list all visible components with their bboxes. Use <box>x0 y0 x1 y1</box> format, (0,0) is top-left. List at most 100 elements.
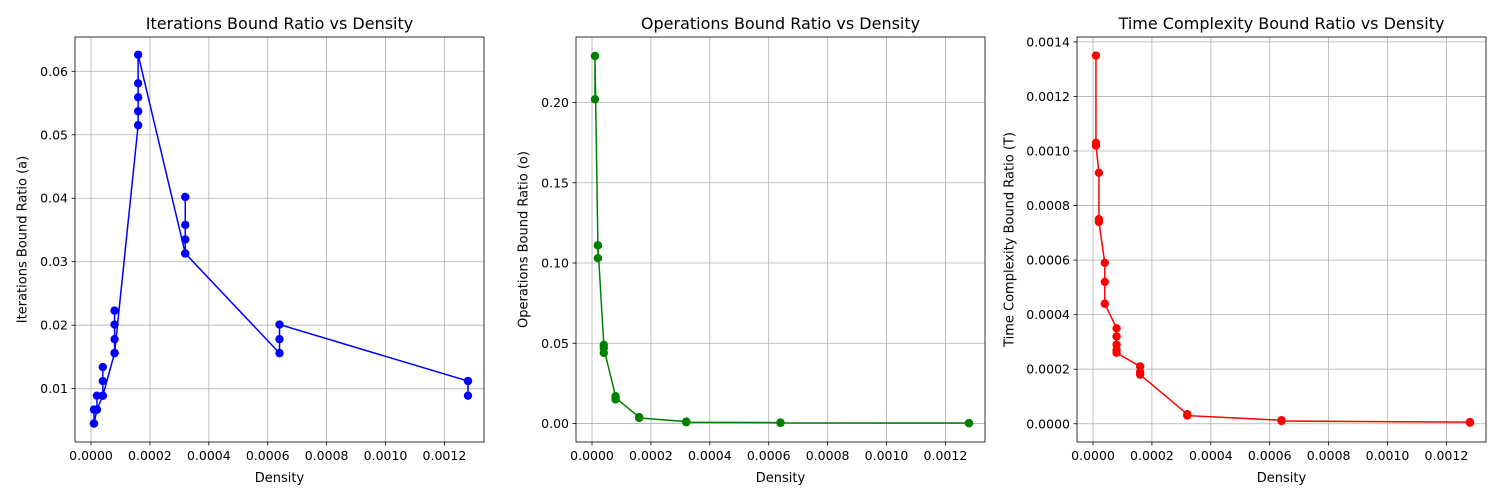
operations-y-tick-label: 0.00 <box>541 416 569 431</box>
operations-y-tick-label: 0.05 <box>541 336 569 351</box>
time-complexity-data-point <box>1183 411 1192 420</box>
time-complexity-data-point <box>1112 348 1121 358</box>
operations-x-axis-label: Density <box>756 471 806 486</box>
time-complexity-x-tick-label: 0.0008 <box>1307 448 1351 463</box>
time-complexity-data-point <box>1100 258 1110 268</box>
operations-data-point <box>634 413 644 423</box>
iterations-y-tick-label: 0.02 <box>40 318 68 333</box>
time-complexity-data-point <box>1091 141 1101 150</box>
iterations-data-point <box>98 376 108 386</box>
operations-y-axis-label: Operations Bound Ratio (o) <box>517 151 532 328</box>
iterations-data-point <box>92 405 102 414</box>
time-complexity-y-tick-label: 0.0004 <box>1026 307 1070 322</box>
time-complexity-data-point <box>1112 324 1121 333</box>
iterations-data-point <box>181 192 190 202</box>
operations-chart: 0.0000 0.0002 0.0004 0.0006 0.0008 0.0010 0.00… <box>517 14 986 486</box>
iterations-data-point <box>181 249 190 258</box>
iterations-data-point <box>110 334 119 344</box>
operations-data-point <box>599 343 608 353</box>
time-complexity-y-tick-label: 0.0008 <box>1026 198 1070 213</box>
time-complexity-data-point <box>1465 418 1475 427</box>
time-complexity-chart: 0.0000 0.0002 0.0004 0.0006 0.0008 0.0010 0.00… <box>1002 14 1487 486</box>
time-complexity-x-tick-label: 0.0004 <box>1189 448 1233 463</box>
iterations-x-tick-label: 0.0006 <box>246 448 290 463</box>
operations-x-tick-label: 0.0010 <box>865 448 909 463</box>
iterations-x-tick-label: 0.0000 <box>69 448 113 463</box>
time-complexity-y-tick-label: 0.0006 <box>1026 253 1070 268</box>
time-complexity-x-tick-label: 0.0010 <box>1366 448 1410 463</box>
time-complexity-axes-frame <box>1076 36 1487 443</box>
time-complexity-data-point <box>1094 217 1104 227</box>
time-complexity-y-tick-label: 0.0010 <box>1026 144 1070 159</box>
iterations-x-tick-label: 0.0008 <box>305 448 349 463</box>
time-complexity-y-tick-label: 0.0000 <box>1026 416 1070 431</box>
iterations-data-point <box>133 107 143 116</box>
operations-x-tick-label: 0.0002 <box>629 448 673 463</box>
iterations-axes-frame <box>74 36 485 443</box>
operations-y-tick-label: 0.20 <box>541 95 569 110</box>
iterations-data-point <box>275 348 284 358</box>
iterations-data-point <box>110 306 119 315</box>
iterations-x-tick-label: 0.0010 <box>364 448 408 463</box>
time-complexity-data-point <box>1094 168 1104 178</box>
time-complexity-y-axis-label: Time Complexity Bound Ratio (T) <box>1002 132 1017 348</box>
iterations-x-tick-label: 0.0004 <box>187 448 231 463</box>
iterations-x-tick-label: 0.0002 <box>128 448 172 463</box>
iterations-data-point <box>98 362 108 372</box>
iterations-data-point <box>275 320 284 329</box>
time-complexity-x-tick-label: 0.0006 <box>1248 448 1292 463</box>
operations-x-tick-label: 0.0008 <box>806 448 850 463</box>
time-complexity-data-point <box>1135 370 1145 379</box>
iterations-data-point <box>110 320 119 329</box>
iterations-data-point <box>181 220 190 230</box>
iterations-data-point <box>275 334 284 344</box>
time-complexity-x-tick-label: 0.0000 <box>1071 448 1115 463</box>
time-complexity-data-point <box>1100 277 1110 287</box>
time-complexity-y-tick-label: 0.0002 <box>1026 362 1070 377</box>
iterations-data-point <box>89 419 99 428</box>
iterations-x-tick-label: 0.0012 <box>423 448 467 463</box>
iterations-chart: 0.0000 0.0002 0.0004 0.0006 0.0008 0.0010 0.00… <box>16 14 485 486</box>
iterations-data-point <box>133 121 143 130</box>
time-complexity-x-tick-label: 0.0002 <box>1130 448 1174 463</box>
iterations-y-tick-label: 0.03 <box>40 254 68 269</box>
time-complexity-data-point <box>1112 332 1121 341</box>
operations-data-point <box>590 95 600 104</box>
iterations-data-point <box>463 376 473 386</box>
operations-data-point <box>611 393 620 403</box>
operations-data-point <box>590 51 600 61</box>
time-complexity-chart-title: Time Complexity Bound Ratio vs Density <box>1118 14 1445 33</box>
operations-x-tick-label: 0.0012 <box>924 448 968 463</box>
time-complexity-data-point <box>1091 51 1101 60</box>
operations-x-tick-label: 0.0000 <box>570 448 614 463</box>
time-complexity-x-axis-label: Density <box>1257 471 1307 486</box>
operations-data-point <box>776 418 785 428</box>
iterations-y-tick-label: 0.05 <box>40 127 68 142</box>
time-complexity-y-tick-label: 0.0014 <box>1026 34 1070 49</box>
operations-x-tick-label: 0.0006 <box>747 448 791 463</box>
operations-axes-frame <box>575 36 986 443</box>
iterations-data-point <box>133 79 143 88</box>
operations-x-tick-label: 0.0004 <box>688 448 732 463</box>
iterations-data-point <box>463 391 473 400</box>
operations-y-tick-label: 0.10 <box>541 256 569 271</box>
time-complexity-y-tick-label: 0.0012 <box>1026 89 1070 104</box>
iterations-y-axis-label: Iterations Bound Ratio (a) <box>16 156 31 323</box>
iterations-y-tick-label: 0.06 <box>40 64 68 79</box>
operations-data-point <box>682 418 691 427</box>
iterations-y-tick-label: 0.04 <box>40 191 68 206</box>
iterations-data-point <box>133 50 143 59</box>
operations-data-point <box>593 241 603 250</box>
iterations-data-point <box>181 235 190 244</box>
operations-y-tick-label: 0.15 <box>541 175 569 190</box>
iterations-x-axis-label: Density <box>255 471 305 486</box>
time-complexity-data-point <box>1277 416 1286 426</box>
time-complexity-data-point <box>1100 299 1110 308</box>
iterations-data-point <box>92 391 102 400</box>
iterations-data-point <box>133 93 143 102</box>
time-complexity-x-tick-label: 0.0012 <box>1425 448 1469 463</box>
iterations-data-point <box>110 348 119 358</box>
operations-chart-title: Operations Bound Ratio vs Density <box>641 14 920 33</box>
